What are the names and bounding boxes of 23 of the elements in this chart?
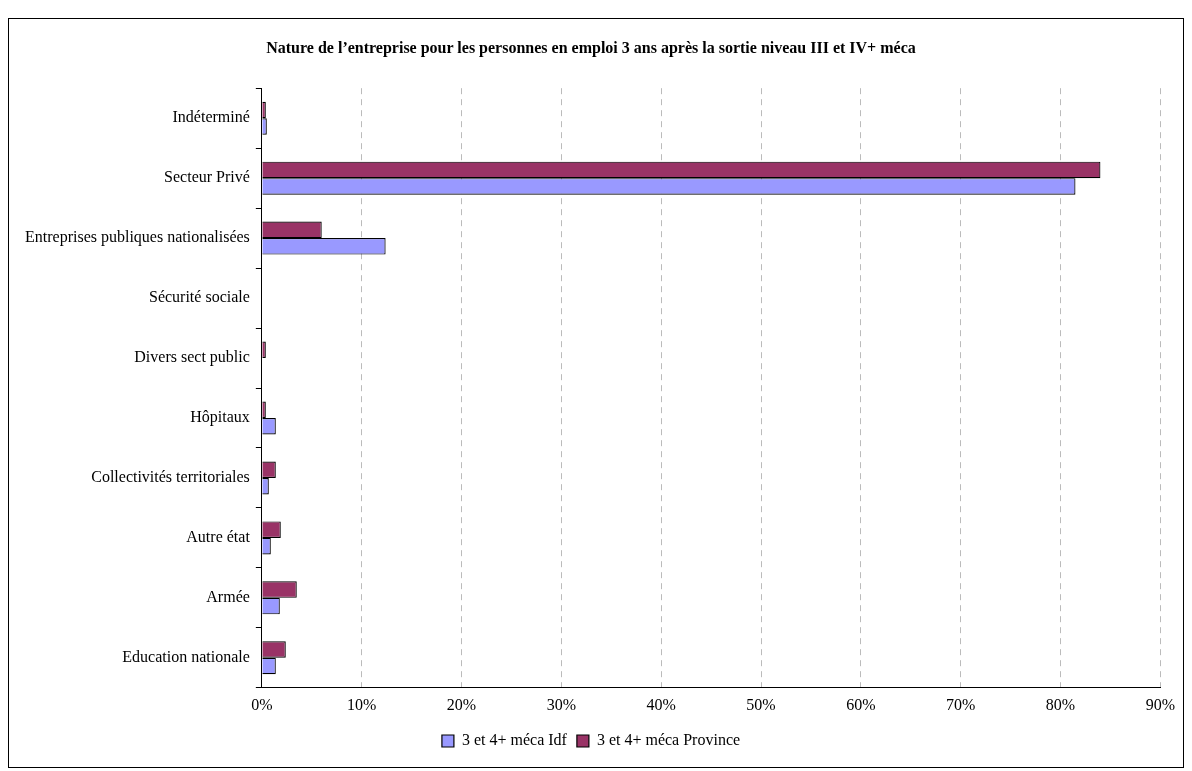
- x-tick-label: 50%: [746, 695, 776, 713]
- x-tick-label: 20%: [446, 695, 477, 713]
- y-tick-label: Autre état: [186, 528, 251, 546]
- y-tick-label: Armée: [206, 588, 250, 606]
- x-tick-label: 70%: [946, 695, 976, 713]
- x-tick-label: 80%: [1045, 695, 1076, 713]
- x-tick-label: 30%: [546, 695, 576, 713]
- x-tick-label: 10%: [347, 695, 377, 713]
- y-tick-label: Hôpitaux: [190, 408, 250, 427]
- y-tick-label: Indéterminé: [172, 108, 250, 126]
- x-tick-label: 60%: [846, 695, 876, 713]
- legend-label: 3 et 4+ méca Idf: [461, 731, 568, 749]
- legend-label: 3 et 4+ méca Province: [596, 731, 741, 749]
- y-tick-label: Divers sect public: [134, 348, 250, 367]
- y-tick-label: Education nationale: [122, 648, 250, 666]
- y-tick-label: Sécurité sociale: [148, 288, 250, 306]
- x-tick-label: 0%: [251, 695, 273, 713]
- x-tick-label: 40%: [646, 695, 676, 713]
- y-tick-label: Secteur Privé: [164, 168, 250, 186]
- x-tick-label: 90%: [1145, 695, 1175, 713]
- chart-title: Nature de l’entreprise pour les personnes en emploi 3 ans après la sortie niveau III et IV+ méca: [266, 38, 916, 57]
- y-tick-label: Entreprises publiques nationalisées: [24, 228, 250, 247]
- y-tick-label: Collectivités territoriales: [91, 468, 250, 486]
